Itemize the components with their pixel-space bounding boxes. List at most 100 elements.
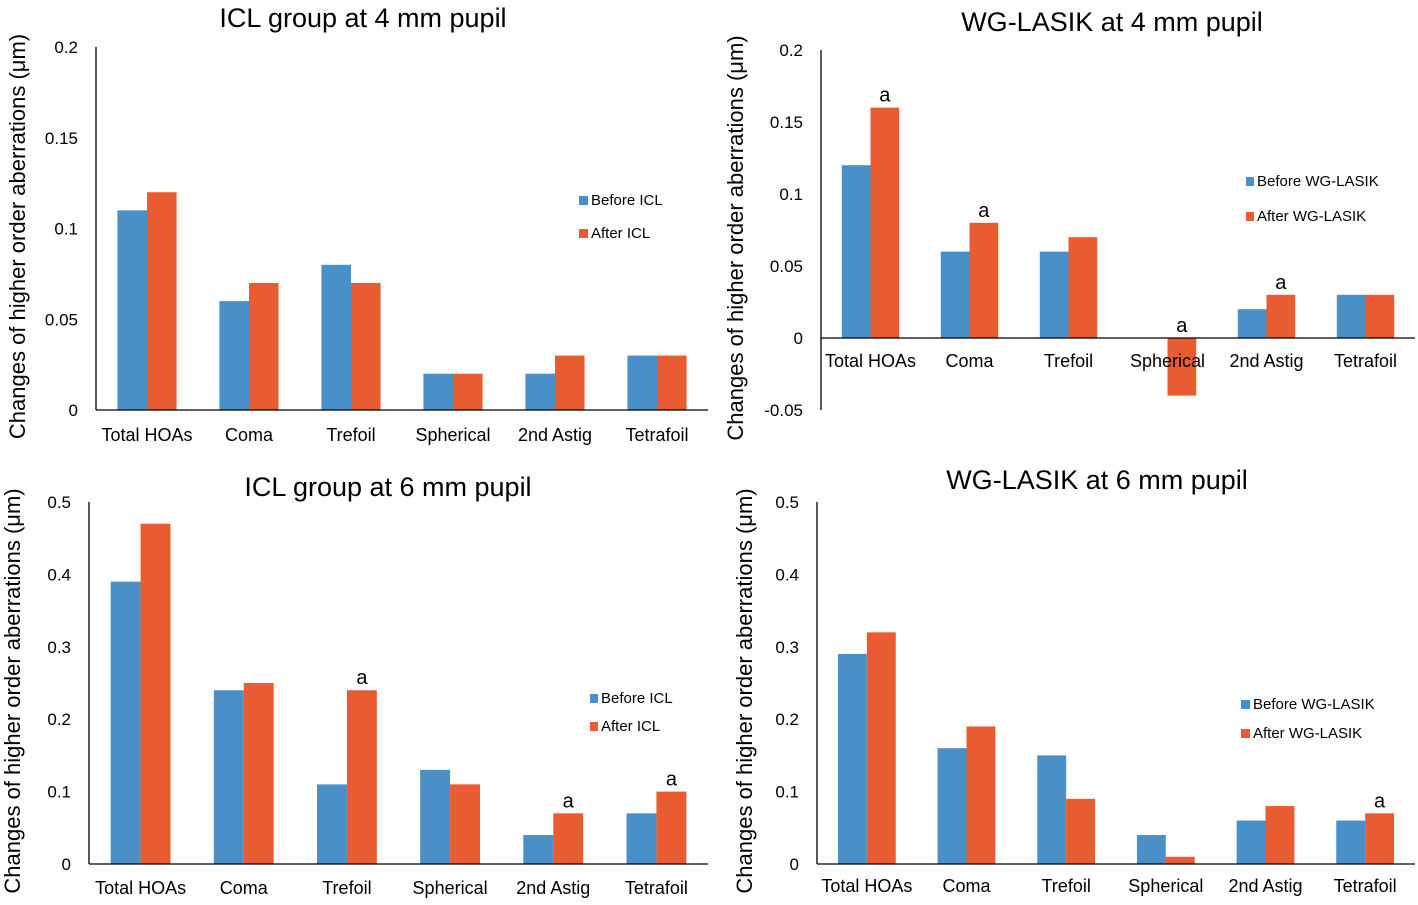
bar-before — [627, 355, 657, 410]
y-axis-label: Changes of higher order aberrations (μm) — [0, 488, 25, 893]
bar-after — [866, 632, 896, 864]
bar-before — [837, 654, 867, 864]
x-category-label: Spherical — [1130, 351, 1205, 371]
y-tick-label: 0.5 — [47, 493, 71, 512]
significance-marker: a — [666, 769, 678, 791]
x-category-label: Trefoil — [1041, 876, 1090, 896]
bar-after — [870, 107, 900, 338]
y-tick-label: -0.05 — [764, 401, 803, 420]
chart-icl-4mm: ICL group at 4 mm pupil Changes of higher… — [5, 3, 708, 445]
y-tick-label: 0.3 — [775, 638, 799, 657]
bar-before — [423, 373, 453, 410]
bar-after — [450, 784, 481, 864]
bar-after — [1066, 798, 1096, 864]
chart-title: WG-LASIK at 6 mm pupil — [946, 465, 1248, 495]
bar-after — [346, 690, 377, 864]
chart-icl-6mm: ICL group at 6 mm pupil Changes of higher… — [0, 472, 708, 898]
legend-swatch-after — [1246, 212, 1254, 221]
x-category-label: Trefoil — [326, 425, 375, 445]
bar-after — [1365, 813, 1395, 864]
bar-before — [1039, 251, 1069, 338]
bar-after — [453, 373, 483, 410]
x-category-label: Tetrafoil — [1334, 876, 1397, 896]
bar-before — [1037, 755, 1067, 864]
bar-after — [249, 282, 279, 410]
bar-after — [1167, 338, 1197, 396]
bar-before — [841, 165, 871, 338]
bar-before — [1136, 835, 1166, 864]
y-tick-label: 0.2 — [779, 41, 803, 60]
legend-swatch-before — [579, 196, 588, 205]
significance-marker: a — [978, 200, 990, 222]
x-category-label: Coma — [225, 425, 274, 445]
x-category-label: Spherical — [415, 425, 490, 445]
legend-label-before: Before WG-LASIK — [1253, 696, 1375, 713]
x-category-label: Total HOAs — [95, 878, 186, 898]
significance-marker: a — [879, 85, 891, 107]
legend-label-before: Before ICL — [591, 192, 663, 209]
legend-label-before: Before WG-LASIK — [1257, 173, 1379, 190]
y-tick-label: 0.1 — [775, 783, 799, 802]
bar-before — [110, 581, 141, 864]
y-tick-label: 0 — [790, 855, 799, 874]
chart-title: ICL group at 4 mm pupil — [219, 3, 506, 33]
y-tick-label: 0.1 — [779, 185, 803, 204]
bar-before — [525, 373, 555, 410]
y-tick-label: 0.05 — [45, 310, 78, 329]
x-category-label: Total HOAs — [821, 876, 912, 896]
significance-marker: a — [1374, 790, 1386, 812]
bar-after — [1266, 294, 1296, 338]
chart-title: ICL group at 6 mm pupil — [244, 472, 531, 502]
legend-swatch-after — [590, 722, 598, 731]
significance-marker: a — [1275, 272, 1287, 294]
bar-after — [656, 791, 687, 864]
bar-after — [147, 192, 177, 410]
x-category-label: Coma — [945, 351, 994, 371]
bar-after — [969, 222, 999, 338]
significance-marker: a — [356, 667, 368, 689]
y-axis-label: Changes of higher order aberrations (μm) — [732, 488, 757, 893]
bar-after — [1365, 294, 1395, 338]
bar-before — [213, 690, 244, 864]
y-tick-label: 0.2 — [775, 710, 799, 729]
significance-marker: a — [1176, 315, 1188, 337]
bar-after — [243, 683, 274, 864]
x-category-label: 2nd Astig — [516, 878, 590, 898]
x-category-label: Tetrafoil — [625, 425, 688, 445]
x-category-label: Trefoil — [1044, 351, 1093, 371]
y-tick-label: 0.2 — [54, 38, 78, 57]
y-tick-label: 0.15 — [45, 129, 78, 148]
x-category-label: Coma — [942, 876, 991, 896]
x-category-label: Spherical — [413, 878, 488, 898]
y-tick-label: 0.4 — [47, 565, 71, 584]
x-category-label: Tetrafoil — [1334, 351, 1397, 371]
y-axis-label: Changes of higher order aberrations (μm) — [5, 34, 30, 439]
bar-before — [523, 835, 554, 864]
y-tick-label: 0.05 — [770, 257, 803, 276]
chart-wg-lasik-4mm: WG-LASIK at 4 mm pupil Changes of higher … — [723, 7, 1415, 441]
y-tick-label: 0.15 — [770, 113, 803, 132]
y-tick-label: 0 — [794, 329, 803, 348]
bar-after — [140, 523, 171, 864]
x-category-label: Total HOAs — [825, 351, 916, 371]
bar-after — [555, 355, 585, 410]
x-category-label: 2nd Astig — [1229, 351, 1303, 371]
x-category-label: 2nd Astig — [518, 425, 592, 445]
bar-before — [316, 784, 347, 864]
x-category-label: Total HOAs — [101, 425, 192, 445]
legend-swatch-before — [1246, 177, 1254, 186]
bar-after — [1165, 856, 1195, 864]
bar-before — [117, 210, 147, 410]
bar-before — [1336, 820, 1366, 864]
legend-swatch-after — [1241, 729, 1250, 738]
y-tick-label: 0.4 — [775, 565, 799, 584]
y-tick-label: 0 — [69, 401, 78, 420]
significance-marker: a — [563, 790, 575, 812]
legend-label-after: After ICL — [601, 718, 660, 735]
legend-label-before: Before ICL — [601, 690, 673, 707]
y-tick-label: 0.3 — [47, 638, 71, 657]
bar-after — [1265, 806, 1295, 864]
x-category-label: Spherical — [1128, 876, 1203, 896]
bar-after — [351, 282, 381, 410]
x-category-label: Coma — [220, 878, 269, 898]
